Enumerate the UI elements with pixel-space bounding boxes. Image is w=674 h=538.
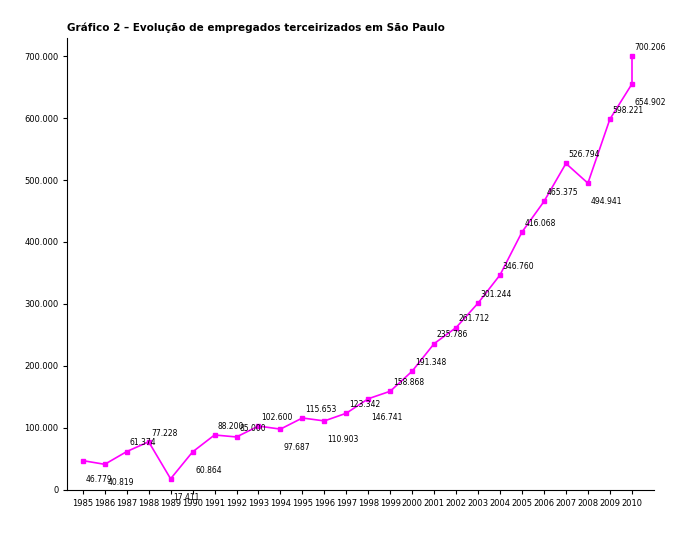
Text: 97.687: 97.687 xyxy=(283,443,310,452)
Text: 191.348: 191.348 xyxy=(415,358,446,367)
Text: 17.411: 17.411 xyxy=(173,493,200,502)
Text: Gráfico 2 – Evolução de empregados terceirizados em São Paulo: Gráfico 2 – Evolução de empregados terce… xyxy=(67,22,446,33)
Text: 494.941: 494.941 xyxy=(590,197,622,206)
Text: 158.868: 158.868 xyxy=(393,378,424,387)
Text: 261.712: 261.712 xyxy=(459,314,490,323)
Text: 77.228: 77.228 xyxy=(152,429,178,437)
Text: 40.819: 40.819 xyxy=(108,478,134,487)
Text: 346.760: 346.760 xyxy=(503,262,534,271)
Text: 654.902: 654.902 xyxy=(635,98,666,107)
Text: 123.342: 123.342 xyxy=(349,400,380,409)
Text: 115.653: 115.653 xyxy=(305,405,336,414)
Text: 526.794: 526.794 xyxy=(569,150,601,159)
Text: 235.786: 235.786 xyxy=(437,330,468,339)
Text: 301.244: 301.244 xyxy=(481,290,512,299)
Text: 85.000: 85.000 xyxy=(239,424,266,433)
Text: 598.221: 598.221 xyxy=(613,106,644,115)
Text: 60.864: 60.864 xyxy=(195,466,222,475)
Text: 46.779: 46.779 xyxy=(86,475,113,484)
Text: 416.068: 416.068 xyxy=(525,219,556,228)
Text: 110.903: 110.903 xyxy=(327,435,359,444)
Text: 102.600: 102.600 xyxy=(262,413,293,422)
Text: 146.741: 146.741 xyxy=(371,413,402,422)
Text: 700.206: 700.206 xyxy=(635,43,666,52)
Text: 61.374: 61.374 xyxy=(129,438,156,448)
Text: 88.200: 88.200 xyxy=(217,422,244,431)
Text: 465.375: 465.375 xyxy=(547,188,578,197)
